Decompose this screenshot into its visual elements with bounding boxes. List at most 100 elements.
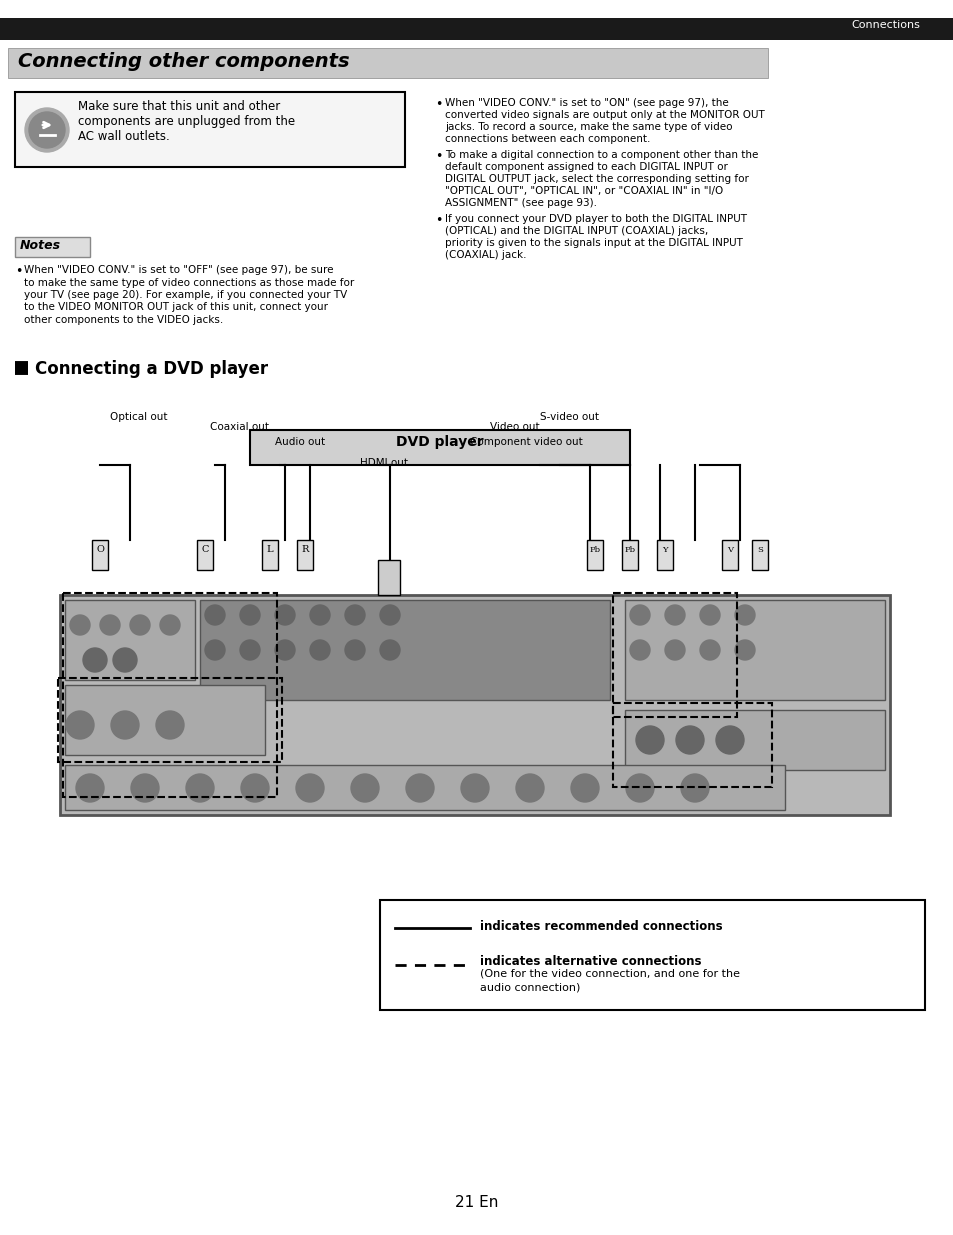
Bar	[91, 540, 108, 571]
Circle shape	[664, 640, 684, 659]
Circle shape	[460, 774, 489, 802]
Bar	[15, 237, 90, 257]
Text: To make a digital connection to a component other than the: To make a digital connection to a compon…	[444, 149, 758, 161]
Text: ASSIGNMENT" (see page 93).: ASSIGNMENT" (see page 93).	[444, 198, 597, 207]
Text: DIGITAL OUTPUT jack, select the corresponding setting for: DIGITAL OUTPUT jack, select the correspo…	[444, 174, 748, 184]
Bar	[296, 540, 313, 571]
Text: default component assigned to each DIGITAL INPUT or: default component assigned to each DIGIT…	[444, 162, 727, 172]
Circle shape	[186, 774, 213, 802]
Text: HDMI out: HDMI out	[359, 458, 408, 468]
Text: converted video signals are output only at the MONITOR OUT: converted video signals are output only …	[444, 110, 764, 120]
Text: indicates alternative connections: indicates alternative connections	[479, 955, 700, 968]
Bar	[657, 540, 672, 571]
Text: V: V	[726, 546, 732, 555]
Circle shape	[295, 774, 324, 802]
Circle shape	[156, 711, 184, 739]
Text: Coaxial out: Coaxial out	[210, 422, 269, 432]
Circle shape	[66, 711, 94, 739]
Circle shape	[241, 774, 269, 802]
Circle shape	[700, 640, 720, 659]
Circle shape	[629, 605, 649, 625]
Circle shape	[379, 640, 399, 659]
Circle shape	[734, 605, 754, 625]
Bar	[250, 430, 629, 466]
Text: other components to the VIDEO jacks.: other components to the VIDEO jacks.	[24, 315, 223, 325]
Text: S: S	[757, 546, 762, 555]
Text: Y: Y	[661, 546, 667, 555]
Bar	[60, 595, 889, 815]
Bar	[586, 540, 602, 571]
Text: jacks. To record a source, make the same type of video: jacks. To record a source, make the same…	[444, 122, 732, 132]
Circle shape	[29, 112, 65, 148]
Circle shape	[516, 774, 543, 802]
Text: Component video out: Component video out	[470, 437, 582, 447]
Text: Audio out: Audio out	[274, 437, 325, 447]
Text: Make sure that this unit and other
components are unplugged from the
AC wall out: Make sure that this unit and other compo…	[78, 100, 294, 143]
Circle shape	[131, 774, 159, 802]
Text: your TV (see page 20). For example, if you connected your TV: your TV (see page 20). For example, if y…	[24, 290, 347, 300]
Circle shape	[205, 605, 225, 625]
Text: When "VIDEO CONV." is set to "ON" (see page 97), the: When "VIDEO CONV." is set to "ON" (see p…	[444, 98, 728, 107]
Circle shape	[734, 640, 754, 659]
Text: O: O	[96, 546, 104, 555]
Circle shape	[351, 774, 378, 802]
Text: audio connection): audio connection)	[479, 983, 579, 993]
Text: Notes: Notes	[20, 240, 61, 252]
Text: Pb: Pb	[589, 546, 599, 555]
Text: connections between each component.: connections between each component.	[444, 135, 650, 144]
Circle shape	[700, 605, 720, 625]
Circle shape	[130, 615, 150, 635]
Text: 21 En: 21 En	[455, 1195, 498, 1210]
Bar	[0, 19, 953, 40]
Bar	[621, 540, 638, 571]
Text: PREPARATION: PREPARATION	[917, 388, 927, 464]
Text: (One for the video connection, and one for the: (One for the video connection, and one f…	[479, 969, 740, 979]
Circle shape	[70, 615, 90, 635]
Text: Connections: Connections	[850, 20, 919, 30]
Circle shape	[716, 726, 743, 755]
Bar	[65, 685, 265, 755]
Text: S-video out: S-video out	[539, 412, 598, 422]
Text: Connecting a DVD player: Connecting a DVD player	[35, 359, 268, 378]
Bar	[262, 540, 277, 571]
Text: •: •	[435, 98, 442, 111]
Text: DVD player: DVD player	[395, 435, 483, 450]
Circle shape	[112, 648, 137, 672]
Text: •: •	[15, 266, 22, 278]
Circle shape	[25, 107, 69, 152]
Circle shape	[240, 605, 260, 625]
Bar	[15, 91, 405, 167]
Bar	[196, 540, 213, 571]
Circle shape	[636, 726, 663, 755]
Bar	[200, 600, 609, 700]
Bar	[65, 764, 784, 810]
Circle shape	[205, 640, 225, 659]
Circle shape	[379, 605, 399, 625]
Text: Optical out: Optical out	[110, 412, 168, 422]
Text: indicates recommended connections: indicates recommended connections	[479, 920, 721, 932]
Circle shape	[310, 640, 330, 659]
Text: When "VIDEO CONV." is set to "OFF" (see page 97), be sure: When "VIDEO CONV." is set to "OFF" (see …	[24, 266, 334, 275]
Text: (OPTICAL) and the DIGITAL INPUT (COAXIAL) jacks,: (OPTICAL) and the DIGITAL INPUT (COAXIAL…	[444, 226, 707, 236]
Text: C: C	[201, 546, 209, 555]
Text: R: R	[301, 546, 309, 555]
Circle shape	[83, 648, 107, 672]
Circle shape	[406, 774, 434, 802]
Text: Pb: Pb	[624, 546, 635, 555]
Circle shape	[274, 640, 294, 659]
Text: •: •	[435, 214, 442, 227]
Circle shape	[625, 774, 654, 802]
Circle shape	[274, 605, 294, 625]
Circle shape	[629, 640, 649, 659]
Circle shape	[111, 711, 139, 739]
Circle shape	[345, 640, 365, 659]
Circle shape	[571, 774, 598, 802]
Circle shape	[664, 605, 684, 625]
Bar	[624, 600, 884, 700]
Text: to the VIDEO MONITOR OUT jack of this unit, connect your: to the VIDEO MONITOR OUT jack of this un…	[24, 303, 328, 312]
Bar	[721, 540, 738, 571]
Bar	[65, 600, 194, 680]
Circle shape	[310, 605, 330, 625]
Bar	[379, 900, 924, 1010]
Text: •: •	[435, 149, 442, 163]
